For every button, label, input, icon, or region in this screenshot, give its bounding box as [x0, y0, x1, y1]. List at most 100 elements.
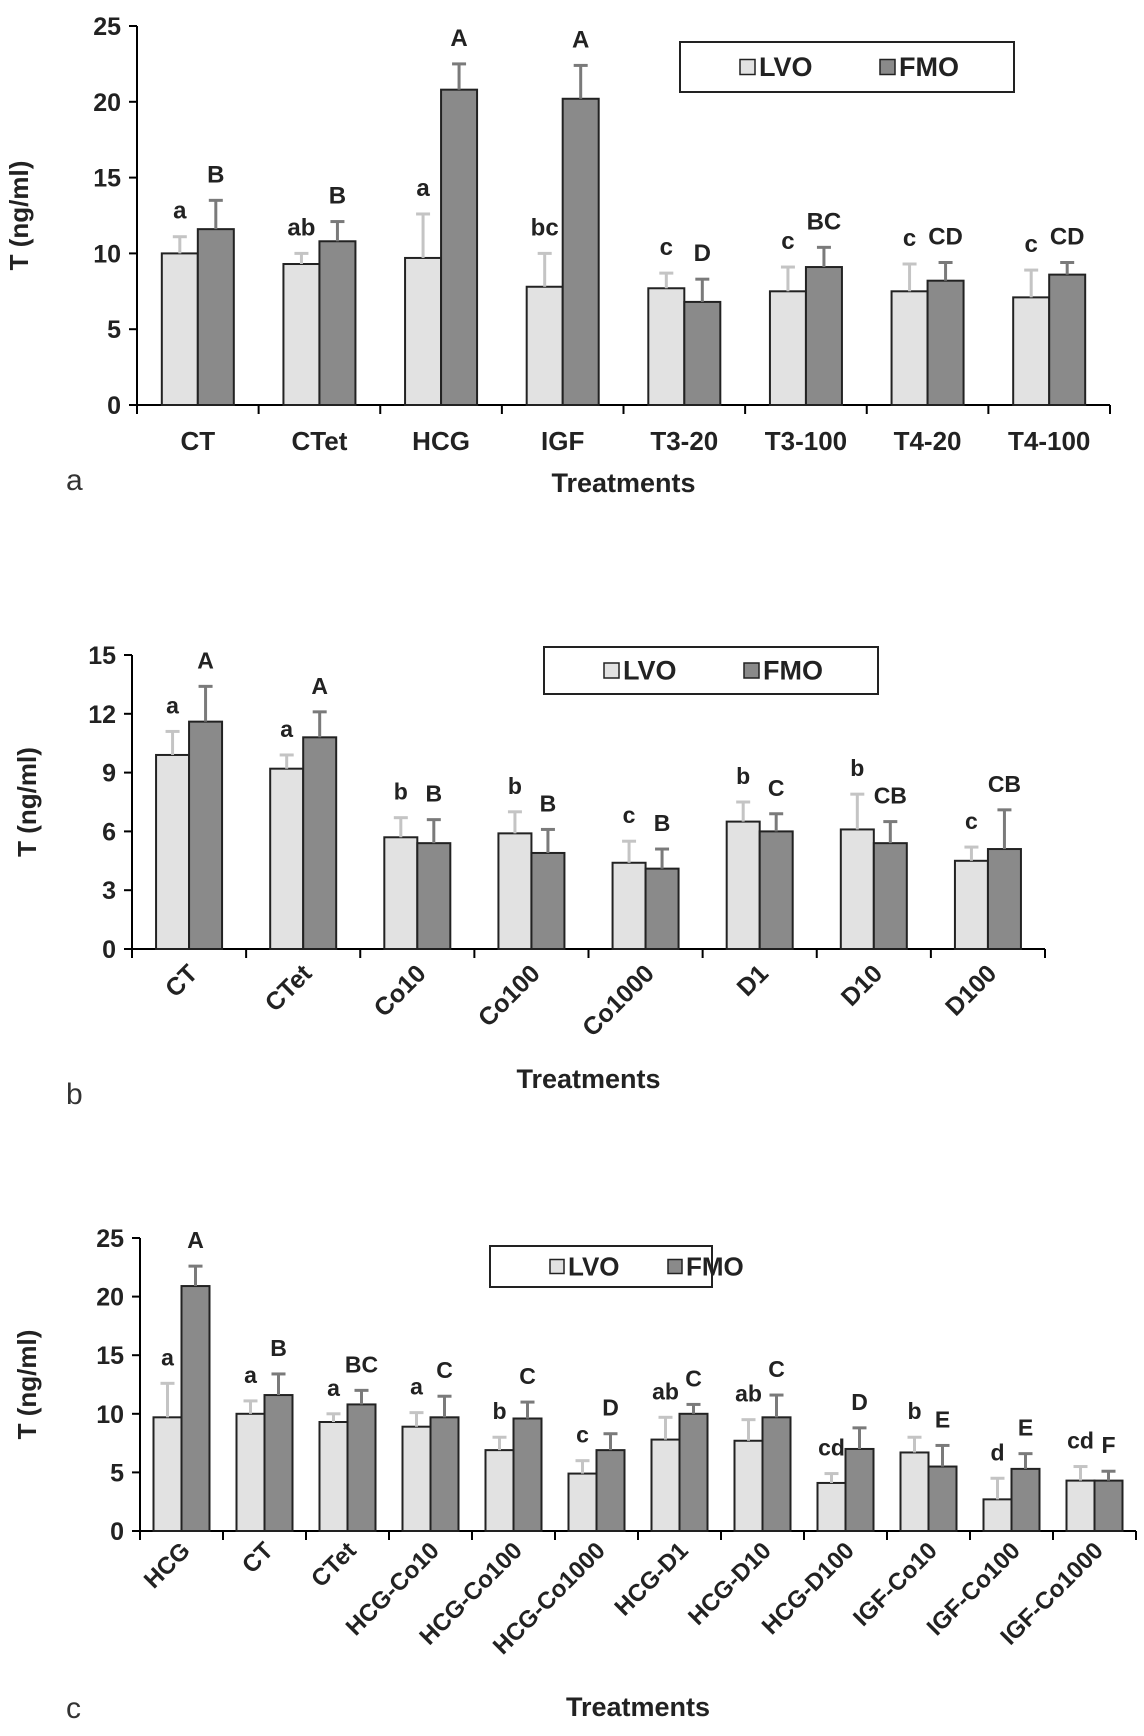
bar-fmo-hcg-d1 [678, 1412, 709, 1533]
x-tick-label: Co10 [369, 959, 432, 1022]
x-tick-label: Co1000 [577, 959, 660, 1042]
bar-fmo-ct [263, 1394, 294, 1532]
significance-letter: cd [1067, 1428, 1094, 1454]
bar-fmo-co100 [530, 851, 566, 951]
significance-letter: B [540, 790, 557, 816]
significance-letter: BC [807, 208, 842, 235]
legend-label-lvo: LVO [759, 52, 813, 82]
significance-letter: E [935, 1406, 950, 1432]
significance-letter: a [410, 1374, 423, 1400]
significance-letter: c [576, 1422, 589, 1448]
bar-fmo-t3-20 [683, 300, 722, 406]
y-tick-label: 5 [110, 1459, 124, 1487]
bar-lvo-hcg-d1 [650, 1438, 681, 1532]
legend-swatch-fmo [879, 58, 896, 76]
bar-lvo-hcg-co10 [401, 1425, 432, 1533]
significance-letter: CD [1050, 223, 1085, 250]
x-tick-label: HCG [412, 426, 470, 456]
significance-letter: BC [345, 1351, 378, 1377]
bar-fmo-hcg-d10 [761, 1416, 792, 1533]
bar-lvo-hcg-d10 [733, 1439, 764, 1532]
bar-fmo-ctet [318, 240, 357, 406]
significance-letter: a [166, 692, 179, 718]
x-tick-label: IGF [541, 426, 584, 456]
legend-box [679, 41, 1015, 93]
x-tick-label: CT [237, 1537, 279, 1579]
bar-lvo-ctet [269, 767, 305, 950]
bar-lvo-igf-co1000 [1065, 1479, 1096, 1533]
bar-lvo-ctet [318, 1421, 349, 1533]
significance-letter: C [436, 1357, 453, 1383]
x-tick-label: CT [180, 426, 215, 456]
significance-letter: a [327, 1375, 340, 1401]
significance-letter: b [907, 1398, 921, 1424]
legend-label-fmo: FMO [763, 656, 823, 686]
bar-fmo-t4-100 [1048, 273, 1087, 406]
bar-fmo-hcg-co1000 [595, 1449, 626, 1532]
x-tick-label: T4-100 [1008, 426, 1090, 456]
significance-letter: A [450, 25, 467, 52]
y-tick-label: 0 [110, 1518, 124, 1546]
significance-letter: D [851, 1389, 868, 1415]
x-tick-label: T4-20 [894, 426, 962, 456]
bar-fmo-hcg [180, 1285, 211, 1532]
significance-letter: b [492, 1398, 506, 1424]
significance-letter: a [244, 1362, 257, 1388]
x-tick-label: CT [160, 959, 203, 1002]
significance-letter: bc [531, 214, 559, 241]
bar-fmo-ctet [302, 736, 338, 950]
legend-box [543, 646, 879, 695]
significance-letter: C [519, 1363, 536, 1389]
significance-letter: d [990, 1439, 1004, 1465]
x-tick-label: HCG-D1 [610, 1537, 694, 1621]
bar-lvo-t4-100 [1012, 296, 1051, 407]
significance-letter: ab [735, 1381, 762, 1407]
bar-fmo-hcg-d100 [844, 1447, 875, 1532]
bar-fmo-d1 [758, 830, 794, 951]
bar-fmo-igf [561, 97, 600, 406]
significance-letter: D [602, 1395, 619, 1421]
bar-lvo-hcg-co1000 [567, 1472, 598, 1533]
significance-letter: a [280, 716, 293, 742]
significance-letter: c [903, 225, 916, 252]
y-tick-label: 20 [96, 1284, 124, 1312]
significance-letter: b [394, 779, 408, 805]
significance-letter: cd [818, 1435, 845, 1461]
legend-label-lvo: LVO [623, 656, 677, 686]
bar-lvo-ct [160, 252, 199, 406]
bar-lvo-hcg-co100 [484, 1449, 515, 1532]
significance-letter: a [416, 175, 430, 202]
panel-label: b [66, 1078, 83, 1111]
significance-letter: B [426, 781, 443, 807]
bar-fmo-co10 [416, 842, 452, 950]
y-tick-label: 25 [93, 13, 121, 41]
bar-fmo-ct [188, 720, 224, 951]
significance-letter: b [736, 763, 750, 789]
significance-letter: A [311, 673, 328, 699]
x-tick-label: CTet [306, 1537, 362, 1593]
x-tick-label: D1 [732, 959, 774, 1001]
significance-letter: CD [928, 223, 963, 250]
y-tick-label: 5 [107, 316, 121, 344]
bar-lvo-igf [525, 285, 564, 407]
bar-lvo-ct [155, 753, 191, 951]
bar-lvo-t3-100 [768, 290, 807, 406]
significance-letter: C [685, 1365, 702, 1391]
legend-swatch-fmo [743, 662, 760, 679]
y-tick-label: 6 [102, 818, 116, 846]
y-tick-label: 15 [96, 1342, 124, 1370]
bar-fmo-d10 [872, 842, 908, 950]
bar-fmo-hcg [440, 88, 479, 406]
bar-lvo-hcg [404, 256, 443, 406]
x-axis-title: Treatments [551, 468, 695, 498]
significance-letter: c [965, 808, 978, 834]
y-axis-title: T (ng/ml) [12, 1330, 42, 1440]
bar-fmo-hcg-co10 [429, 1416, 460, 1533]
y-tick-label: 15 [93, 165, 121, 193]
x-tick-label: D100 [940, 959, 1002, 1021]
significance-letter: E [1018, 1415, 1033, 1441]
significance-letter: c [781, 228, 794, 255]
x-tick-label: Co100 [473, 959, 546, 1032]
